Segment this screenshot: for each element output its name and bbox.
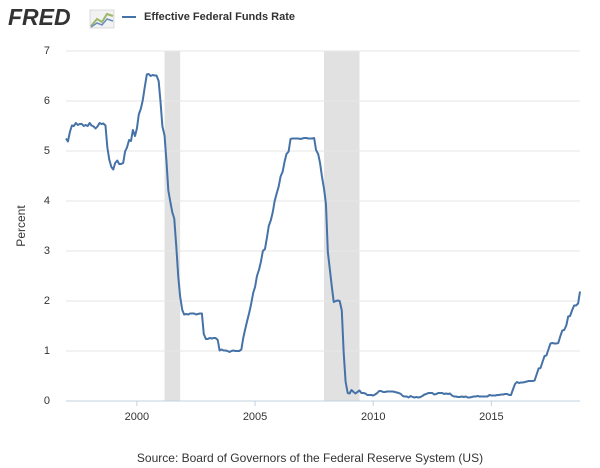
legend-label: Effective Federal Funds Rate [144,11,295,23]
y-tick-label: 1 [44,345,50,357]
x-tick-label: 2010 [361,411,385,423]
y-tick-label: 3 [44,245,50,257]
source: Source: Board of Governors of the Federa… [137,451,483,465]
y-tick-label: 4 [44,195,50,207]
logo: FRED [8,4,71,30]
y-tick-label: 7 [44,45,50,57]
y-tick-label: 2 [44,295,50,307]
x-tick-label: 2015 [479,411,503,423]
y-axis-label: Percent [14,205,28,247]
y-tick-label: 0 [44,395,50,407]
y-tick-label: 6 [44,95,50,107]
x-tick-label: 2000 [125,411,149,423]
logo-icon [89,9,115,29]
recession-band [164,51,181,401]
data-line [65,73,581,399]
y-tick-label: 5 [44,145,50,157]
recession-band [324,51,360,401]
x-tick-label: 2005 [243,411,267,423]
